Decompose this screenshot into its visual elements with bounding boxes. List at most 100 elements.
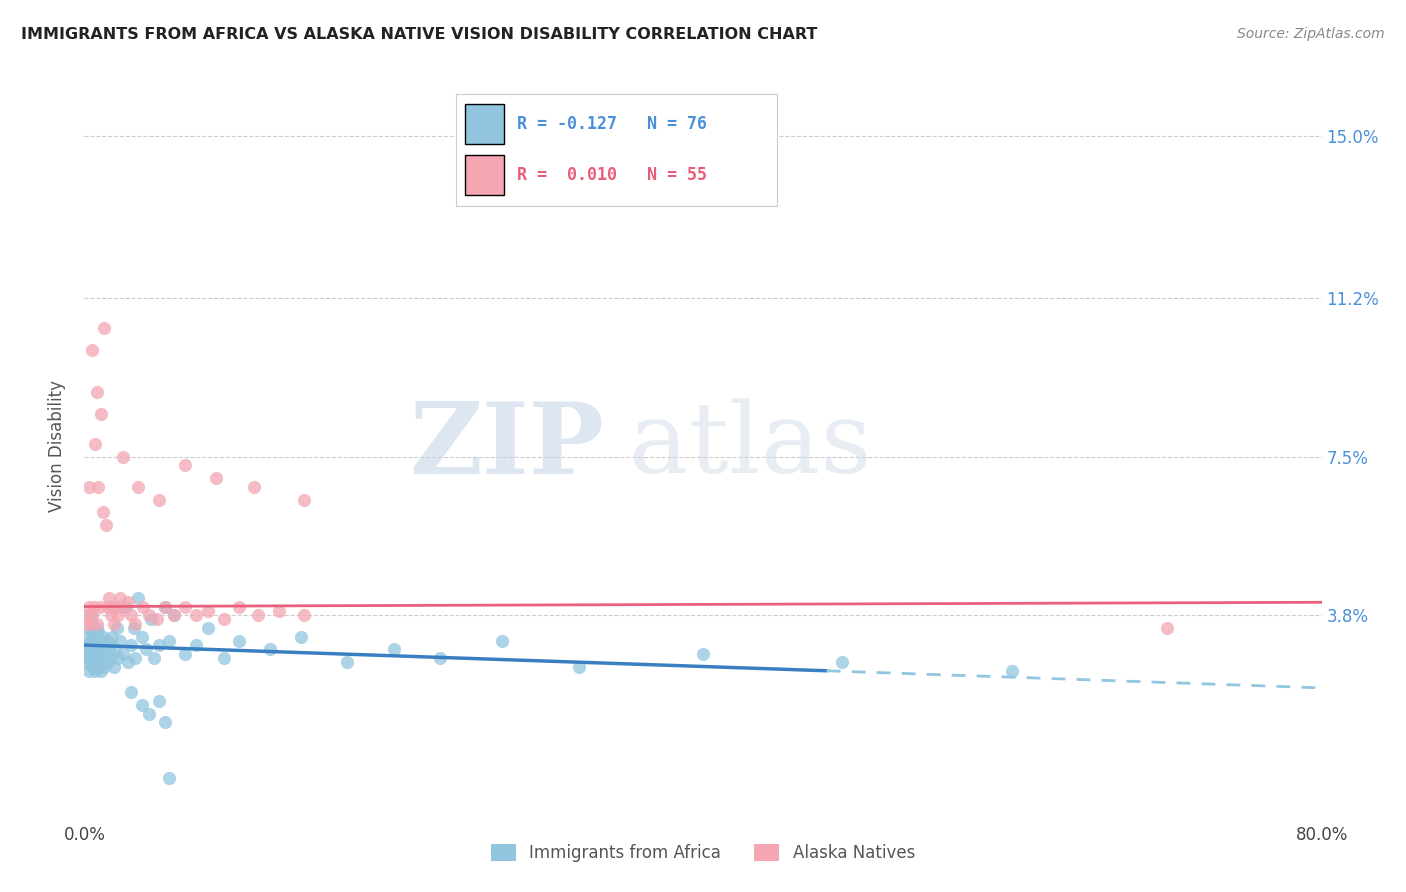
Point: [159, 771, 180, 785]
Point: [120, 685, 142, 699]
Point: [86, 385, 108, 400]
Point: [93, 659, 115, 673]
Point: [75, 608, 97, 623]
Point: [132, 599, 155, 614]
Point: [184, 638, 207, 652]
Point: [105, 621, 128, 635]
Point: [131, 630, 153, 644]
Point: [148, 694, 170, 708]
Text: ZIP: ZIP: [409, 398, 605, 494]
Point: [90, 642, 112, 657]
Y-axis label: Vision Disability: Vision Disability: [48, 380, 66, 512]
Point: [117, 655, 139, 669]
Point: [76, 630, 98, 644]
Point: [143, 651, 166, 665]
Point: [83, 655, 105, 669]
Point: [131, 698, 153, 712]
Point: [76, 651, 98, 665]
Point: [82, 630, 104, 644]
Point: [290, 630, 312, 644]
Point: [104, 642, 127, 657]
Point: [91, 651, 114, 665]
Point: [77, 621, 100, 635]
Point: [107, 608, 129, 623]
Point: [93, 638, 115, 652]
Point: [101, 599, 124, 614]
Point: [205, 471, 228, 485]
Point: [108, 591, 131, 605]
Point: [429, 651, 451, 665]
Point: [84, 664, 107, 678]
Point: [93, 321, 115, 335]
Point: [91, 630, 114, 644]
Point: [84, 630, 107, 644]
Text: atlas: atlas: [628, 398, 872, 494]
Point: [82, 647, 104, 661]
Point: [336, 655, 359, 669]
Point: [77, 642, 100, 657]
Point: [138, 608, 160, 623]
Point: [692, 647, 714, 661]
Point: [82, 343, 104, 357]
Point: [115, 599, 138, 614]
Point: [228, 633, 250, 648]
Point: [112, 450, 135, 464]
Point: [75, 647, 97, 661]
Point: [79, 616, 101, 631]
Point: [382, 642, 405, 657]
Point: [212, 612, 235, 626]
Point: [100, 608, 122, 623]
Point: [86, 655, 108, 669]
Text: IMMIGRANTS FROM AFRICA VS ALASKA NATIVE VISION DISABILITY CORRELATION CHART: IMMIGRANTS FROM AFRICA VS ALASKA NATIVE …: [21, 27, 817, 42]
Point: [105, 599, 128, 614]
Point: [159, 633, 180, 648]
Point: [292, 492, 315, 507]
Point: [83, 599, 105, 614]
Point: [153, 599, 176, 614]
Point: [94, 647, 117, 661]
Point: [103, 659, 125, 673]
Point: [107, 651, 129, 665]
Point: [79, 608, 101, 623]
Point: [831, 655, 853, 669]
Point: [79, 655, 101, 669]
Point: [246, 608, 269, 623]
Point: [120, 608, 142, 623]
Point: [153, 715, 176, 730]
Point: [98, 591, 121, 605]
Point: [101, 630, 124, 644]
Point: [86, 616, 108, 631]
Point: [174, 458, 197, 473]
Point: [135, 642, 157, 657]
Point: [82, 659, 104, 673]
Point: [90, 407, 112, 421]
Point: [124, 651, 146, 665]
Point: [100, 651, 122, 665]
Point: [127, 480, 149, 494]
Point: [163, 608, 186, 623]
Point: [174, 647, 197, 661]
Point: [228, 599, 250, 614]
Point: [269, 604, 291, 618]
Point: [184, 608, 207, 623]
Point: [108, 633, 131, 648]
Point: [174, 599, 197, 614]
Point: [77, 599, 100, 614]
Point: [91, 505, 114, 519]
Point: [96, 655, 118, 669]
Point: [138, 706, 160, 721]
Point: [98, 642, 121, 657]
Point: [84, 647, 107, 661]
Point: [117, 595, 139, 609]
Point: [124, 616, 146, 631]
Point: [127, 591, 149, 605]
Point: [197, 621, 219, 635]
Point: [243, 480, 266, 494]
Point: [103, 616, 125, 631]
Point: [120, 638, 142, 652]
Point: [259, 642, 281, 657]
Point: [89, 633, 111, 648]
Point: [84, 437, 107, 451]
Point: [90, 664, 112, 678]
Point: [86, 642, 108, 657]
